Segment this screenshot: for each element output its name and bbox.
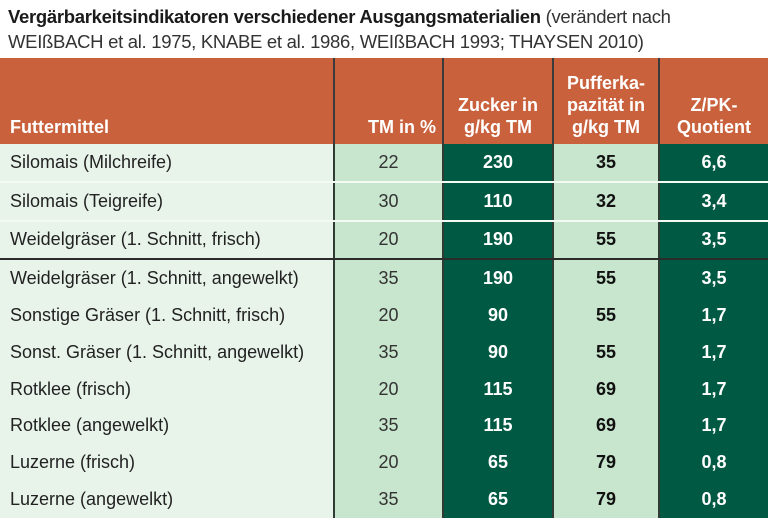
cell-tm: 20 — [333, 297, 443, 334]
table-row: Weidelgräser (1. Schnitt, angewelkt) 35 19… — [0, 259, 768, 298]
header-quotient-line1: Z/PK- — [690, 95, 738, 115]
cell-zucker: 190 — [442, 259, 553, 298]
cell-quotient: 0,8 — [658, 444, 768, 482]
cell-zucker: 90 — [442, 297, 553, 334]
cell-tm: 20 — [333, 370, 443, 408]
cell-tm: 22 — [333, 144, 443, 183]
cell-quotient: 3,4 — [658, 181, 768, 222]
cell-futtermittel: Rotklee (angewelkt) — [0, 407, 334, 445]
cell-futtermittel: Silomais (Teigreife) — [0, 181, 334, 222]
header-zucker-line1: Zucker in — [457, 95, 539, 115]
table-row: Sonstige Gräser (1. Schnitt, frisch) 20 90… — [0, 297, 768, 334]
cell-pufferkapazitaet: 79 — [552, 444, 659, 482]
cell-futtermittel: Rotklee (frisch) — [0, 370, 334, 408]
cell-tm: 20 — [333, 444, 443, 482]
header-zucker: Zucker in g/kg TM — [442, 58, 553, 144]
cell-futtermittel: Luzerne (frisch) — [0, 444, 334, 482]
cell-tm: 30 — [333, 181, 443, 222]
title-bold: Vergärbarkeitsindikatoren verschiedener … — [8, 6, 541, 27]
cell-zucker: 115 — [442, 407, 553, 445]
cell-futtermittel: Weidelgräser (1. Schnitt, angewelkt) — [0, 259, 334, 298]
cell-zucker: 230 — [442, 144, 553, 183]
cell-pufferkapazitaet: 55 — [552, 220, 659, 261]
cell-zucker: 65 — [442, 444, 553, 482]
cell-tm: 35 — [333, 407, 443, 445]
cell-zucker: 90 — [442, 333, 553, 371]
cell-zucker: 65 — [442, 481, 553, 518]
cell-zucker: 115 — [442, 370, 553, 408]
cell-pufferkapazitaet: 32 — [552, 181, 659, 222]
table-row: Weidelgräser (1. Schnitt, frisch) 20 190 55… — [0, 220, 768, 261]
header-zucker-line2: g/kg TM — [464, 117, 532, 137]
header-puffer-line3: g/kg TM — [572, 117, 640, 137]
cell-quotient: 3,5 — [658, 220, 768, 261]
header-quotient-line2: Quotient — [677, 117, 751, 137]
cell-tm: 35 — [333, 259, 443, 298]
header-futtermittel: Futtermittel — [0, 58, 334, 144]
header-quotient: Z/PK- Quotient — [658, 58, 768, 144]
cell-quotient: 6,6 — [658, 144, 768, 183]
cell-tm: 20 — [333, 220, 443, 261]
table-row: Silomais (Milchreife) 22 230 35 6,6 — [0, 144, 768, 183]
cell-quotient: 1,7 — [658, 370, 768, 408]
cell-pufferkapazitaet: 79 — [552, 481, 659, 518]
cell-futtermittel: Weidelgräser (1. Schnitt, frisch) — [0, 220, 334, 261]
cell-quotient: 3,5 — [658, 259, 768, 298]
header-puffer-line2: pazität in — [566, 95, 645, 115]
table-row: Rotklee (angewelkt) 35 115 69 1,7 — [0, 407, 768, 445]
table-row: Rotklee (frisch) 20 115 69 1,7 — [0, 370, 768, 408]
cell-futtermittel: Sonst. Gräser (1. Schnitt, angewelkt) — [0, 333, 334, 371]
header-pufferkapazitaet: Pufferka- pazität in g/kg TM — [552, 58, 659, 144]
fermentability-table: Futtermittel TM in % Zucker in g/kg TM P… — [0, 58, 768, 518]
table-row: Sonst. Gräser (1. Schnitt, angewelkt) 35 9… — [0, 333, 768, 371]
cell-pufferkapazitaet: 35 — [552, 144, 659, 183]
cell-quotient: 1,7 — [658, 333, 768, 371]
cell-pufferkapazitaet: 55 — [552, 259, 659, 298]
cell-quotient: 0,8 — [658, 481, 768, 518]
table-row: Luzerne (angewelkt) 35 65 79 0,8 — [0, 481, 768, 518]
cell-futtermittel: Luzerne (angewelkt) — [0, 481, 334, 518]
cell-pufferkapazitaet: 69 — [552, 370, 659, 408]
table-row: Luzerne (frisch) 20 65 79 0,8 — [0, 444, 768, 482]
cell-pufferkapazitaet: 55 — [552, 297, 659, 334]
title-source: (verändert nach WEIßBACH et al. 1975, KN… — [8, 6, 671, 52]
header-tm: TM in % — [333, 58, 443, 144]
header-row: Futtermittel TM in % Zucker in g/kg TM P… — [0, 58, 768, 144]
cell-quotient: 1,7 — [658, 297, 768, 334]
cell-tm: 35 — [333, 481, 443, 518]
table-title: Vergärbarkeitsindikatoren verschiedener … — [0, 0, 768, 58]
cell-futtermittel: Silomais (Milchreife) — [0, 144, 334, 183]
table-row: Silomais (Teigreife) 30 110 32 3,4 — [0, 181, 768, 222]
header-puffer-line1: Pufferka- — [566, 73, 646, 93]
cell-quotient: 1,7 — [658, 407, 768, 445]
cell-pufferkapazitaet: 69 — [552, 407, 659, 445]
cell-pufferkapazitaet: 55 — [552, 333, 659, 371]
cell-zucker: 190 — [442, 220, 553, 261]
cell-tm: 35 — [333, 333, 443, 371]
cell-futtermittel: Sonstige Gräser (1. Schnitt, frisch) — [0, 297, 334, 334]
cell-zucker: 110 — [442, 181, 553, 222]
